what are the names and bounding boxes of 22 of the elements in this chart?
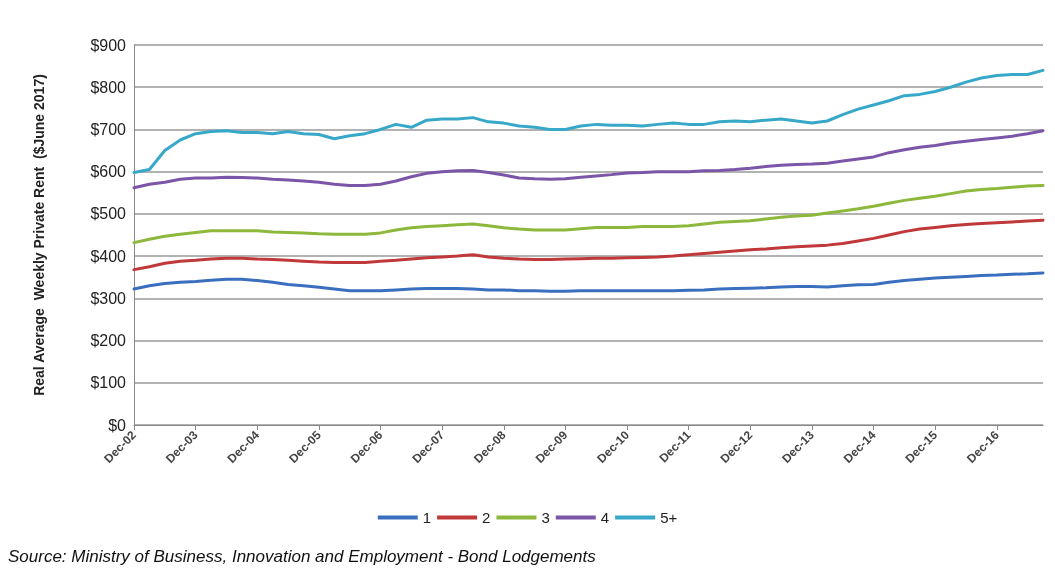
line-series (132, 271, 1045, 293)
y-tick-label: $700 (90, 120, 127, 138)
y-tick-label: $0 (108, 416, 127, 434)
line-series (132, 218, 1045, 272)
legend-label: 5+ (660, 509, 678, 526)
source-note: Source: Ministry of Business, Innovation and Employment - Bond Lodgements (8, 547, 597, 566)
line-series (132, 184, 1045, 245)
y-axis-title: Real Average Weekly Private Rent ($June 2017) (31, 74, 47, 396)
y-tick-label: $800 (90, 78, 127, 96)
y-tick-label: $900 (90, 36, 127, 54)
y-tick-label: $200 (90, 332, 127, 350)
y-tick-label: $600 (90, 163, 127, 181)
y-tick-label: $500 (90, 205, 127, 223)
y-tick-label: $300 (90, 289, 127, 307)
line-series (132, 129, 1045, 190)
line-series (132, 68, 1045, 175)
y-tick-label: $100 (90, 374, 127, 392)
legend-label: 1 (422, 509, 432, 526)
legend-label: 3 (541, 509, 550, 526)
legend-label: 2 (482, 509, 491, 526)
y-tick-label: $400 (90, 247, 127, 265)
legend-label: 4 (600, 509, 610, 526)
